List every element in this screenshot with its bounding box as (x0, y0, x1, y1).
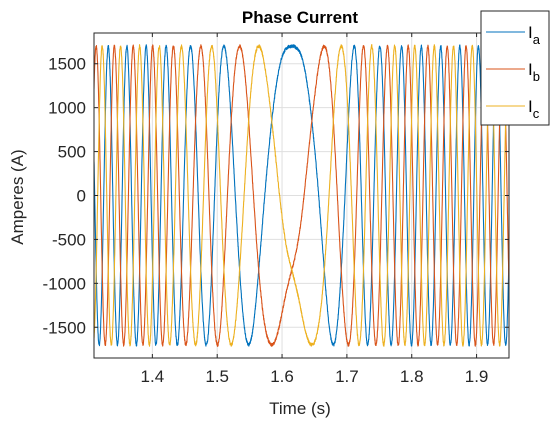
x-tick-label: 1.8 (400, 367, 424, 386)
x-tick-label: 1.7 (335, 367, 359, 386)
y-tick-label: 0 (77, 187, 86, 206)
legend-subscript-c: c (533, 106, 540, 121)
y-axis-label: Amperes (A) (8, 149, 27, 244)
x-axis-label: Time (s) (269, 399, 331, 418)
y-tick-label: -1500 (43, 318, 86, 337)
legend-label-b: Ib (528, 60, 540, 84)
x-tick-label: 1.5 (205, 367, 229, 386)
legend-subscript-b: b (533, 69, 540, 84)
chart-title: Phase Current (242, 8, 359, 27)
series-line-b (94, 44, 509, 347)
legend-label-c: Ic (528, 97, 540, 121)
y-tick-label: 500 (58, 143, 86, 162)
y-tick-label: -500 (52, 230, 86, 249)
series-line-c (94, 44, 509, 347)
y-tick-label: 1500 (48, 55, 86, 74)
axis-ticks: 1.4 1.5 1.6 1.7 1.8 1.9 1500 1000 500 0 -500 -1000 -… (43, 33, 509, 386)
x-tick-label: 1.4 (141, 367, 165, 386)
legend-subscript-a: a (533, 32, 541, 47)
y-tick-label: -1000 (43, 274, 86, 293)
y-tick-label: 1000 (48, 99, 86, 118)
x-tick-label: 1.9 (465, 367, 489, 386)
series-layer (94, 44, 509, 347)
x-tick-label: 1.6 (270, 367, 294, 386)
series-line-a (94, 44, 509, 347)
